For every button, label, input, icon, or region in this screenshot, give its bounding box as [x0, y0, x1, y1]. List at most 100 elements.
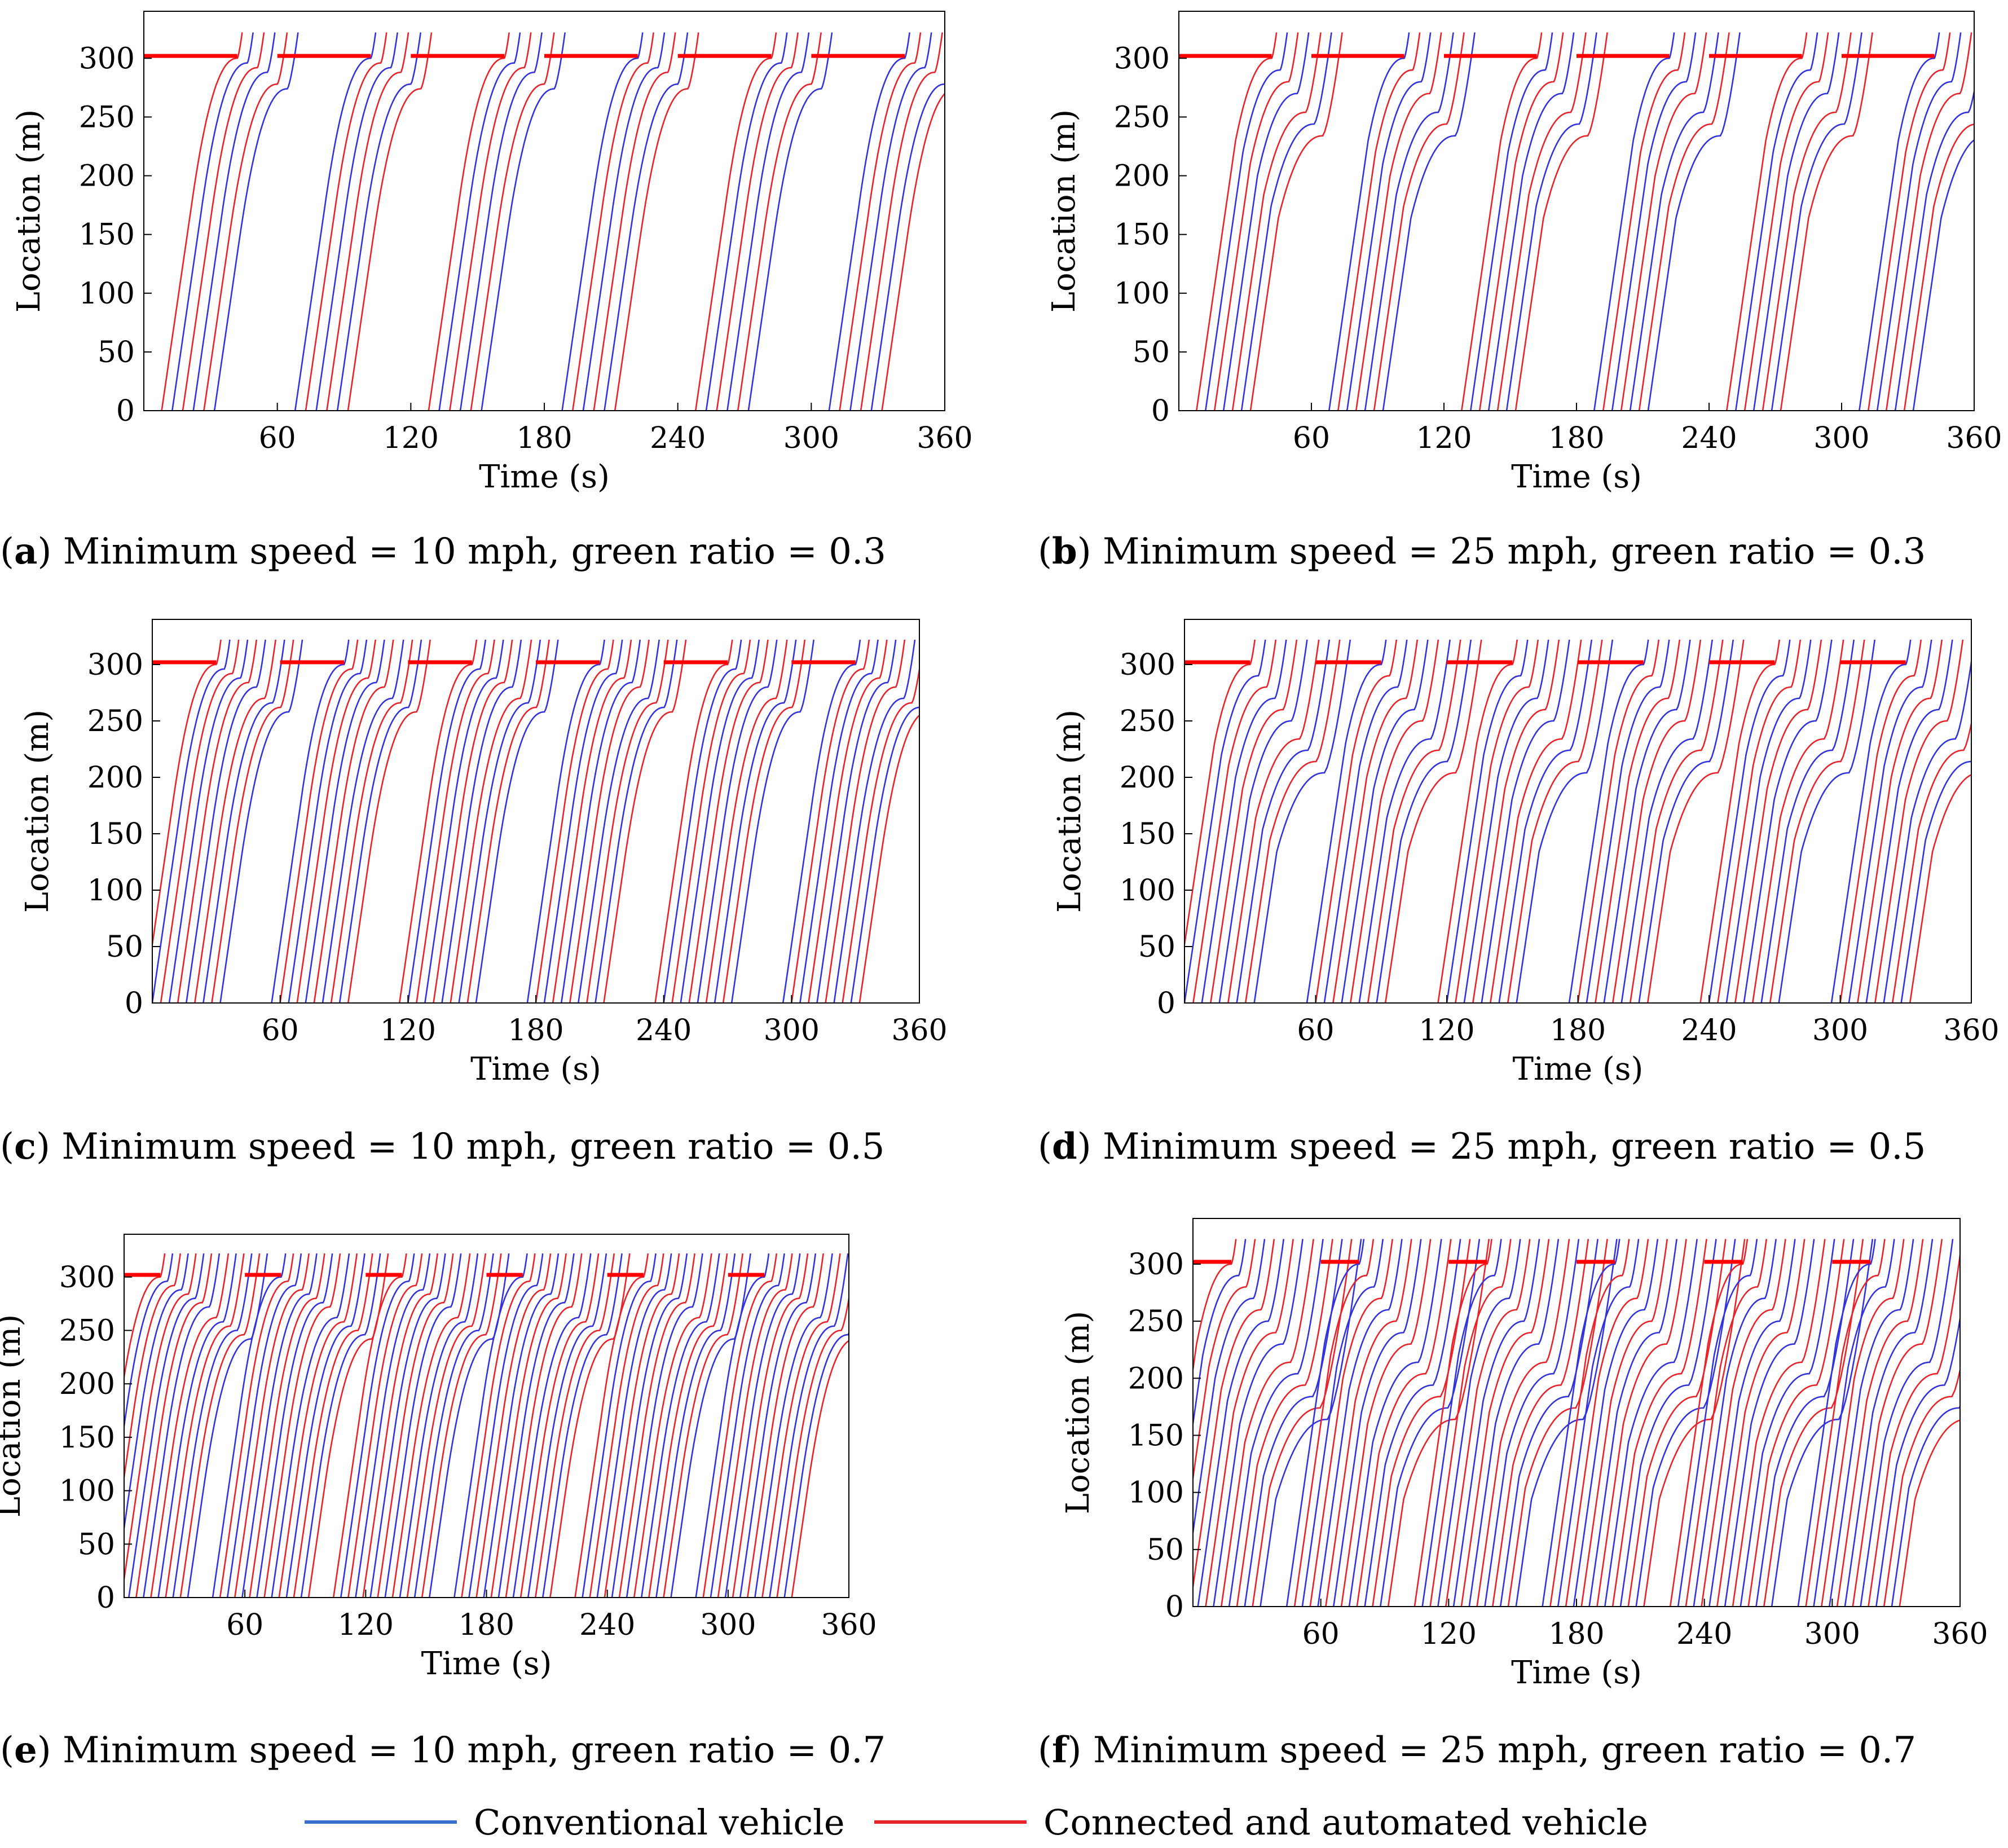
caption-letter: d [1051, 1125, 1077, 1168]
trajectory-conventional [816, 639, 897, 1003]
y-tick-label: 300 [1120, 648, 1175, 682]
trajectory-cav [1836, 1239, 1924, 1607]
trajectory-cav [535, 1253, 615, 1598]
trajectory-cav [1387, 1239, 1490, 1607]
trajectory-conventional [1844, 1239, 1934, 1607]
trajectory-conventional [1470, 32, 1553, 411]
caption-letter: a [14, 530, 38, 573]
trajectory-conventional [870, 82, 945, 411]
trajectory-conventional [1743, 639, 1833, 1003]
trajectory-cav [1476, 1239, 1570, 1607]
trajectory-conventional [369, 1253, 446, 1598]
trajectory-cav [519, 1253, 600, 1598]
x-tick-label: 180 [516, 421, 572, 455]
x-tick-label: 240 [636, 1014, 692, 1048]
trajectory-conventional [747, 32, 833, 411]
trajectory-conventional [226, 1253, 302, 1598]
trajectory-cav [1732, 1239, 1826, 1607]
trajectory-cav [1899, 1419, 1960, 1607]
trajectory-cav [860, 32, 943, 411]
y-tick-label: 250 [1128, 1305, 1184, 1339]
trajectory-conventional [1253, 639, 1351, 1003]
trajectory-conventional [739, 1253, 817, 1598]
trajectory-conventional [1568, 639, 1649, 1003]
trajectory-cav [839, 32, 922, 411]
trajectory-cav [1701, 1239, 1786, 1607]
x-tick-label: 60 [259, 421, 296, 455]
trajectory-conventional [655, 1253, 736, 1598]
y-tick-label: 0 [1157, 987, 1175, 1020]
trajectory-cav [1373, 32, 1465, 411]
trajectory-cav [1885, 32, 1972, 411]
y-tick-label: 250 [59, 1314, 115, 1348]
trajectory-cav [1372, 1239, 1471, 1607]
trajectory-cav [1455, 639, 1539, 1003]
y-tick-label: 200 [87, 761, 143, 795]
trajectory-conventional [1222, 32, 1310, 411]
x-tick-label: 240 [650, 421, 706, 455]
trajectory-conventional [1184, 639, 1266, 1003]
trajectory-conventional [1437, 1239, 1521, 1607]
trajectory-cav [604, 1253, 680, 1598]
y-axis-label: Location (m) [0, 1314, 28, 1517]
y-tick-label: 100 [1114, 277, 1170, 311]
trajectory-conventional [1498, 639, 1593, 1003]
trajectory-conventional [1376, 639, 1472, 1003]
trajectory-cav [618, 1253, 695, 1598]
x-axis-label: Time (s) [1511, 1655, 1642, 1691]
trajectory-cav [1507, 639, 1603, 1003]
y-axis-label: Location (m) [1060, 1311, 1097, 1514]
trajectory-conventional [459, 32, 543, 411]
trajectory-cav [313, 639, 394, 1003]
trajectory-cav [461, 1253, 536, 1598]
x-tick-label: 180 [508, 1014, 563, 1048]
y-tick-label: 250 [87, 705, 143, 738]
y-axis-label: Location (m) [1046, 109, 1082, 313]
trajectory-cav [825, 639, 906, 1003]
trajectory-cav [1726, 32, 1808, 411]
trajectory-conventional [1859, 32, 1940, 411]
y-tick-label: 150 [1114, 218, 1170, 252]
trajectory-cav [505, 1253, 583, 1598]
trajectory-cav [572, 32, 654, 411]
trajectory-cav [1340, 1239, 1432, 1607]
trajectory-conventional [1611, 32, 1697, 411]
y-tick-label: 50 [106, 930, 143, 964]
trajectory-conventional [1708, 639, 1791, 1003]
legend-swatch-cav [874, 1820, 1027, 1824]
y-tick-label: 150 [87, 817, 143, 851]
trajectory-cav [1763, 1239, 1864, 1607]
trajectory-cav [1249, 32, 1343, 411]
trajectory-cav [1549, 1239, 1630, 1607]
trajectory-conventional [271, 639, 350, 1003]
trajectory-conventional [833, 639, 916, 1003]
x-tick-label: 180 [1548, 1617, 1604, 1651]
trajectory-cav [1514, 32, 1608, 411]
x-tick-label: 360 [821, 1608, 877, 1642]
trajectory-conventional [1306, 639, 1387, 1003]
trajectory-conventional [596, 1253, 672, 1598]
trajectory-conventional [1260, 1239, 1362, 1607]
trajectory-conventional [1771, 32, 1862, 411]
trajectory-conventional [714, 639, 797, 1003]
trajectory-cav [593, 32, 676, 411]
trajectory-cav [263, 1253, 341, 1598]
trajectory-conventional [1341, 639, 1429, 1003]
caption-f: (f) Minimum speed = 25 mph, green ratio … [1038, 1729, 1917, 1771]
trajectory-conventional [219, 639, 303, 1003]
caption-e: (e) Minimum speed = 10 mph, green ratio … [0, 1729, 886, 1771]
y-tick-label: 100 [1128, 1476, 1184, 1510]
trajectory-cav [279, 639, 359, 1003]
trajectory-conventional [1603, 639, 1691, 1003]
trajectory-conventional [468, 1253, 544, 1598]
trajectory-cav [1337, 32, 1421, 411]
x-tick-label: 360 [1946, 421, 2002, 455]
trajectory-cav [716, 32, 799, 411]
trajectory-conventional [407, 639, 487, 1003]
trajectory-cav [326, 32, 409, 411]
trajectory-cav [1227, 639, 1320, 1003]
trajectory-conventional [1755, 1239, 1855, 1607]
trajectory-cav [1472, 639, 1560, 1003]
trajectory-cav [1478, 32, 1564, 411]
trajectory-cav [654, 639, 733, 1003]
